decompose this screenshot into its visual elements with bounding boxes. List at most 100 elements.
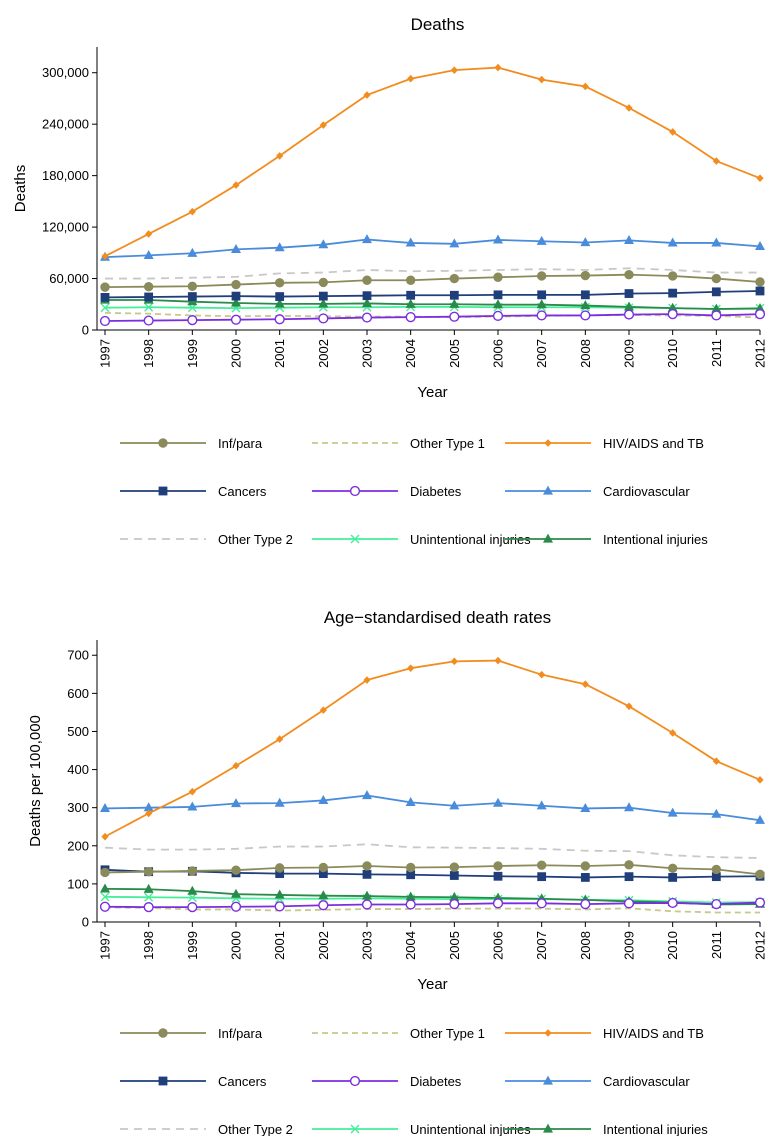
series-line [104, 887, 761, 906]
data-point [449, 871, 459, 880]
data-point [536, 898, 547, 909]
data-point [493, 871, 503, 881]
data-point [580, 237, 591, 247]
data-point [624, 289, 634, 298]
y-tick-label: 0 [82, 323, 89, 338]
data-point [318, 239, 329, 249]
x-tick-label: 2010 [665, 931, 680, 960]
data-point [318, 313, 329, 324]
data-point [668, 288, 678, 298]
data-point [406, 290, 416, 300]
data-point [362, 790, 372, 800]
series-line [104, 273, 761, 289]
data-point [144, 292, 154, 302]
data-point [230, 314, 242, 325]
data-point [143, 315, 154, 326]
legend-label: Other Type 1 [410, 1026, 485, 1041]
data-point [187, 247, 198, 257]
data-point [624, 234, 634, 244]
data-point [362, 275, 372, 285]
data-point [449, 898, 460, 910]
data-point [580, 310, 591, 321]
data-point [624, 860, 634, 870]
legend-label: Other Type 2 [218, 1122, 293, 1136]
x-tick-label: 2012 [753, 931, 768, 960]
series-line [104, 843, 761, 859]
data-point [711, 808, 722, 818]
data-point [101, 832, 109, 841]
series-line [104, 66, 761, 258]
legend-marker [350, 534, 360, 544]
chart-title: Age−standardised death rates [324, 608, 551, 627]
legend-label: Intentional injuries [603, 532, 708, 547]
data-point [755, 869, 765, 880]
data-point [143, 802, 154, 812]
data-point [232, 761, 240, 770]
series-hiv-aids-and-tb [101, 656, 764, 841]
data-point [755, 240, 765, 250]
x-tick-label: 1998 [141, 339, 156, 368]
y-axis-label: Deaths per 100,000 [27, 715, 44, 847]
data-point [100, 293, 110, 302]
data-point [275, 869, 285, 879]
series-line [104, 901, 761, 909]
series-hiv-aids-and-tb [101, 63, 764, 261]
data-point [756, 776, 764, 784]
data-point [231, 291, 241, 301]
x-tick-label: 2009 [622, 931, 637, 960]
data-point [667, 863, 678, 873]
x-tick-label: 2003 [360, 931, 375, 960]
series-line [104, 794, 761, 822]
series-line [104, 659, 761, 838]
data-point [276, 735, 284, 743]
legend-label: Other Type 2 [218, 532, 293, 547]
data-point [537, 290, 547, 300]
data-point [318, 298, 329, 308]
data-point [144, 302, 154, 312]
legend-marker [349, 1075, 361, 1087]
data-point [363, 676, 371, 684]
data-point [624, 802, 634, 812]
data-point [580, 270, 591, 281]
data-point [187, 893, 197, 903]
data-point [405, 298, 416, 308]
y-tick-label: 200 [67, 838, 89, 853]
data-point [754, 309, 766, 320]
series-other-type-2 [105, 267, 760, 280]
series-line [104, 906, 760, 914]
data-point [187, 866, 198, 876]
data-point [100, 303, 110, 313]
legend-label: Diabetes [410, 484, 462, 499]
data-point [274, 889, 285, 899]
data-point [669, 128, 677, 136]
legend-item: HIV/AIDS and TB [505, 1026, 704, 1041]
data-point [580, 300, 591, 310]
data-point [143, 902, 154, 913]
data-point [754, 897, 766, 908]
data-point [449, 800, 460, 810]
x-tick-label: 1997 [98, 339, 113, 368]
y-tick-label: 300,000 [42, 65, 89, 80]
x-tick-label: 2005 [447, 931, 462, 960]
legend-label: Cardiovascular [603, 1074, 690, 1089]
data-point [405, 275, 416, 285]
data-point [318, 277, 329, 288]
data-point [581, 82, 589, 91]
data-point [362, 291, 372, 301]
x-tick-label: 2011 [709, 931, 724, 959]
legend-marker [350, 1124, 360, 1134]
data-point [318, 795, 329, 805]
data-point [624, 872, 634, 882]
legend-item: Inf/para [120, 436, 263, 451]
data-point [493, 234, 503, 244]
x-tick-label: 2003 [360, 339, 375, 368]
legend: Inf/para Other Type 1 HIV/AIDS and TB Cance… [120, 1026, 708, 1137]
data-point [537, 872, 547, 882]
y-tick-label: 180,000 [42, 168, 89, 183]
data-point [667, 309, 678, 320]
data-point [362, 890, 372, 900]
data-point [101, 252, 109, 261]
series-inf-para [100, 860, 765, 880]
chart-title: Deaths [411, 15, 465, 34]
data-point [274, 901, 285, 912]
